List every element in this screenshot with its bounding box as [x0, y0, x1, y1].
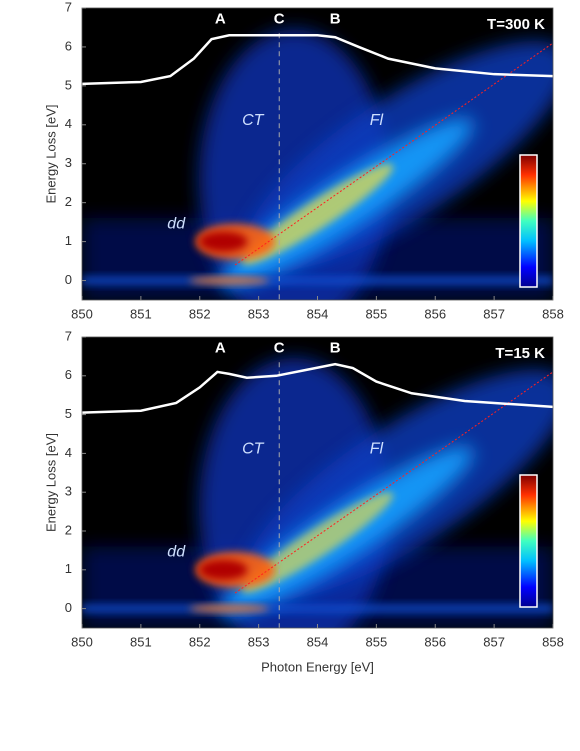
colorbar — [519, 474, 538, 608]
x-tick-label: 858 — [542, 306, 564, 321]
intensity — [241, 492, 394, 594]
intensity — [189, 604, 270, 613]
peak-label: A — [215, 11, 226, 28]
peak-label: A — [215, 340, 226, 357]
xas-curve — [81, 362, 554, 414]
x-tick-label: 854 — [307, 306, 329, 321]
y-tick-label: 2 — [65, 522, 72, 537]
x-tick-label: 850 — [71, 634, 93, 649]
elastic-line — [234, 42, 553, 266]
x-tick-label: 857 — [483, 306, 505, 321]
heatmap — [82, 8, 553, 300]
y-tick-label: 0 — [65, 272, 72, 287]
y-tick-label: 7 — [65, 328, 72, 343]
x-tick-label: 851 — [130, 634, 152, 649]
intensity — [189, 276, 270, 285]
intensity — [199, 559, 248, 580]
x-tick-label: 857 — [483, 634, 505, 649]
y-tick-label: 4 — [65, 445, 72, 460]
x-tick-label: 852 — [189, 634, 211, 649]
annotation: dd — [167, 215, 186, 232]
x-tick-label: 858 — [542, 634, 564, 649]
y-tick-label: 2 — [65, 194, 72, 209]
intensity — [82, 603, 553, 614]
x-tick-label: 856 — [424, 634, 446, 649]
y-tick-label: 1 — [65, 561, 72, 576]
y-tick-label: 5 — [65, 406, 72, 421]
annotation: dd — [167, 544, 186, 561]
y-tick-label: 0 — [65, 600, 72, 615]
x-tick-label: 852 — [189, 306, 211, 321]
y-tick-label: 3 — [65, 155, 72, 170]
annotation: CT — [242, 441, 265, 458]
intensity — [82, 275, 553, 286]
x-tick-label: 856 — [424, 306, 446, 321]
panel-title: T=300 K — [487, 16, 545, 33]
x-axis-label: Photon Energy [eV] — [261, 659, 374, 674]
x-tick-label: 853 — [248, 634, 270, 649]
annotation: Fl — [370, 441, 384, 458]
x-tick-label: 850 — [71, 306, 93, 321]
y-tick-label: 5 — [65, 77, 72, 92]
peak-label: C — [274, 340, 285, 357]
x-tick-label: 855 — [366, 306, 388, 321]
y-tick-label: 4 — [65, 116, 72, 131]
peak-label: B — [330, 340, 341, 357]
x-tick-label: 853 — [248, 306, 270, 321]
intensity — [241, 163, 394, 265]
y-axis-label: Energy Loss [eV] — [43, 433, 58, 532]
x-tick-label: 851 — [130, 306, 152, 321]
colorbar — [519, 154, 538, 288]
intensity — [199, 231, 248, 252]
peak-label: B — [330, 11, 341, 28]
elastic-line — [234, 371, 553, 594]
y-tick-label: 1 — [65, 233, 72, 248]
xas-curve — [81, 34, 554, 86]
y-tick-label: 6 — [65, 38, 72, 53]
y-tick-label: 3 — [65, 484, 72, 499]
peak-label: C — [274, 11, 285, 28]
annotation: Fl — [370, 112, 384, 129]
y-tick-label: 6 — [65, 367, 72, 382]
x-tick-label: 854 — [307, 634, 329, 649]
annotation: CT — [242, 112, 265, 129]
y-axis-label: Energy Loss [eV] — [43, 105, 58, 204]
x-tick-label: 855 — [366, 634, 388, 649]
panel-title: T=15 K — [495, 345, 545, 362]
heatmap — [82, 337, 553, 628]
y-tick-label: 7 — [65, 0, 72, 14]
